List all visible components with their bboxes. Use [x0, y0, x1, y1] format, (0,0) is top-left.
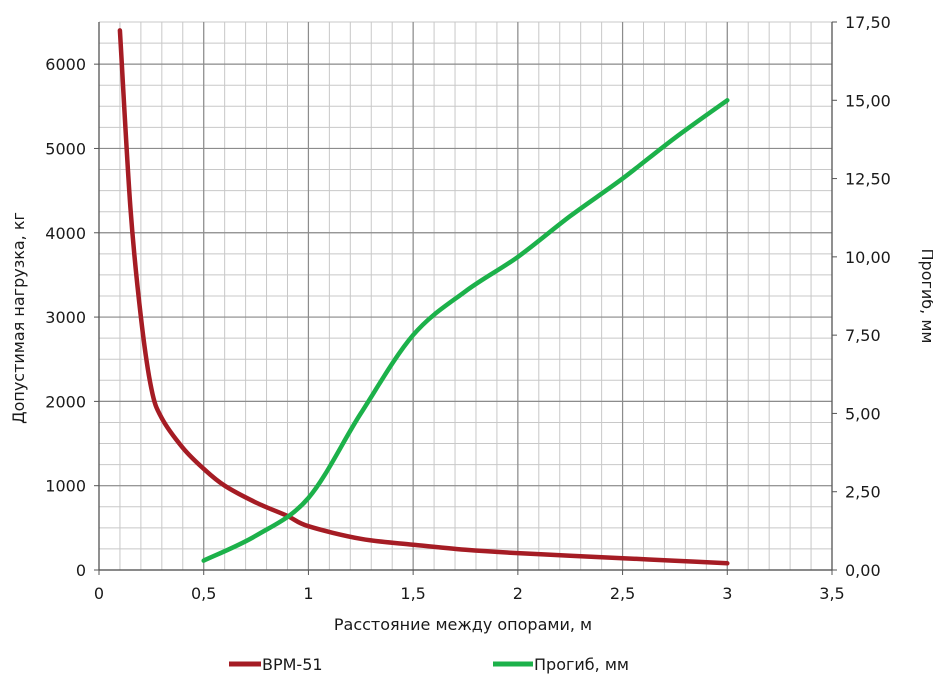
x-axis-title: Расстояние между опорами, м — [334, 615, 592, 634]
y-tick-label: 1000 — [45, 477, 86, 496]
y2-tick-label: 7,50 — [845, 326, 881, 345]
x-tick-label: 1,5 — [400, 584, 425, 603]
x-tick-label: 0 — [94, 584, 104, 603]
legend: ВРМ-51 Прогиб, мм — [229, 655, 629, 674]
y-tick-label: 5000 — [45, 139, 86, 158]
y2-tick-label: 17,50 — [845, 13, 891, 32]
y-tick-label: 3000 — [45, 308, 86, 327]
y2-tick-label: 5,00 — [845, 404, 881, 423]
y-tick-label: 0 — [76, 561, 86, 580]
ticks: 0 0,5 1 1,5 2 2,5 3 3,5 0 1000 2000 3000 4000 5000 600… — [45, 13, 891, 603]
legend-label-brm51: ВРМ-51 — [262, 655, 323, 674]
y-tick-label: 6000 — [45, 55, 86, 74]
x-tick-label: 2,5 — [610, 584, 635, 603]
x-tick-label: 1 — [303, 584, 313, 603]
x-tick-label: 3,5 — [819, 584, 844, 603]
axes — [98, 22, 833, 571]
y2-axis-title: Прогиб, мм — [918, 249, 933, 344]
y-axis-title: Допустимая нагрузка, кг — [9, 212, 28, 424]
y2-tick-label: 10,00 — [845, 248, 891, 267]
y2-tick-label: 12,50 — [845, 170, 891, 189]
x-tick-label: 2 — [513, 584, 523, 603]
legend-label-deflection: Прогиб, мм — [534, 655, 629, 674]
series-layer — [117, 28, 730, 566]
series-line-brm51 — [117, 28, 730, 566]
x-tick-label: 3 — [722, 584, 732, 603]
series-line-deflection — [201, 98, 730, 563]
y-tick-label: 2000 — [45, 392, 86, 411]
y2-tick-label: 0,00 — [845, 561, 881, 580]
x-tick-label: 0,5 — [191, 584, 216, 603]
y2-tick-label: 15,00 — [845, 91, 891, 110]
y-tick-label: 4000 — [45, 224, 86, 243]
y2-tick-label: 2,50 — [845, 483, 881, 502]
